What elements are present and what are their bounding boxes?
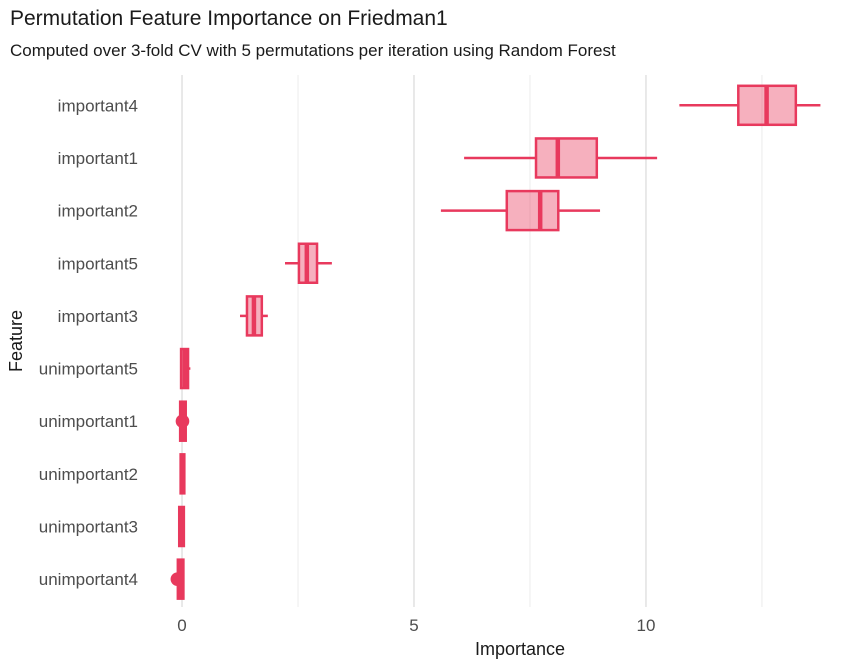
y-axis-title: Feature bbox=[6, 310, 26, 372]
boxplot-row-unimportant1 bbox=[175, 400, 190, 442]
y-tick-label-important5: important5 bbox=[58, 254, 138, 273]
y-tick-label-unimportant4: unimportant4 bbox=[39, 570, 138, 589]
y-tick-label-unimportant1: unimportant1 bbox=[39, 412, 138, 431]
boxplot-row-important1 bbox=[464, 137, 658, 179]
boxplot-row-important5 bbox=[285, 242, 332, 284]
box-iqr bbox=[505, 189, 560, 232]
y-tick-label-unimportant5: unimportant5 bbox=[39, 360, 138, 379]
y-tick-label-important4: important4 bbox=[58, 96, 138, 115]
boxplot-row-important4 bbox=[679, 84, 821, 127]
chart-subtitle: Computed over 3-fold CV with 5 permutati… bbox=[10, 41, 616, 60]
x-tick-label-10: 10 bbox=[637, 616, 656, 635]
x-tick-label-0: 0 bbox=[177, 616, 186, 635]
boxplot-row-unimportant2 bbox=[179, 453, 186, 495]
outlier-dot bbox=[170, 572, 185, 586]
outlier-dot bbox=[175, 414, 190, 429]
boxplot-row-unimportant4 bbox=[170, 558, 185, 600]
x-tick-label-5: 5 bbox=[409, 616, 418, 635]
y-tick-label-important3: important3 bbox=[58, 307, 138, 326]
y-tick-label-unimportant2: unimportant2 bbox=[39, 465, 138, 484]
boxplot-row-unimportant3 bbox=[177, 505, 186, 548]
y-tick-label-unimportant3: unimportant3 bbox=[39, 518, 138, 537]
boxplot-row-unimportant5 bbox=[179, 347, 191, 390]
box-iqr bbox=[534, 137, 599, 179]
x-axis-title: Importance bbox=[475, 639, 565, 659]
y-tick-label-important1: important1 bbox=[58, 149, 138, 168]
y-tick-label-important2: important2 bbox=[58, 202, 138, 221]
boxplot-row-important2 bbox=[440, 189, 601, 232]
chart-title: Permutation Feature Importance on Friedm… bbox=[10, 7, 448, 30]
boxplot-row-important3 bbox=[240, 295, 268, 337]
